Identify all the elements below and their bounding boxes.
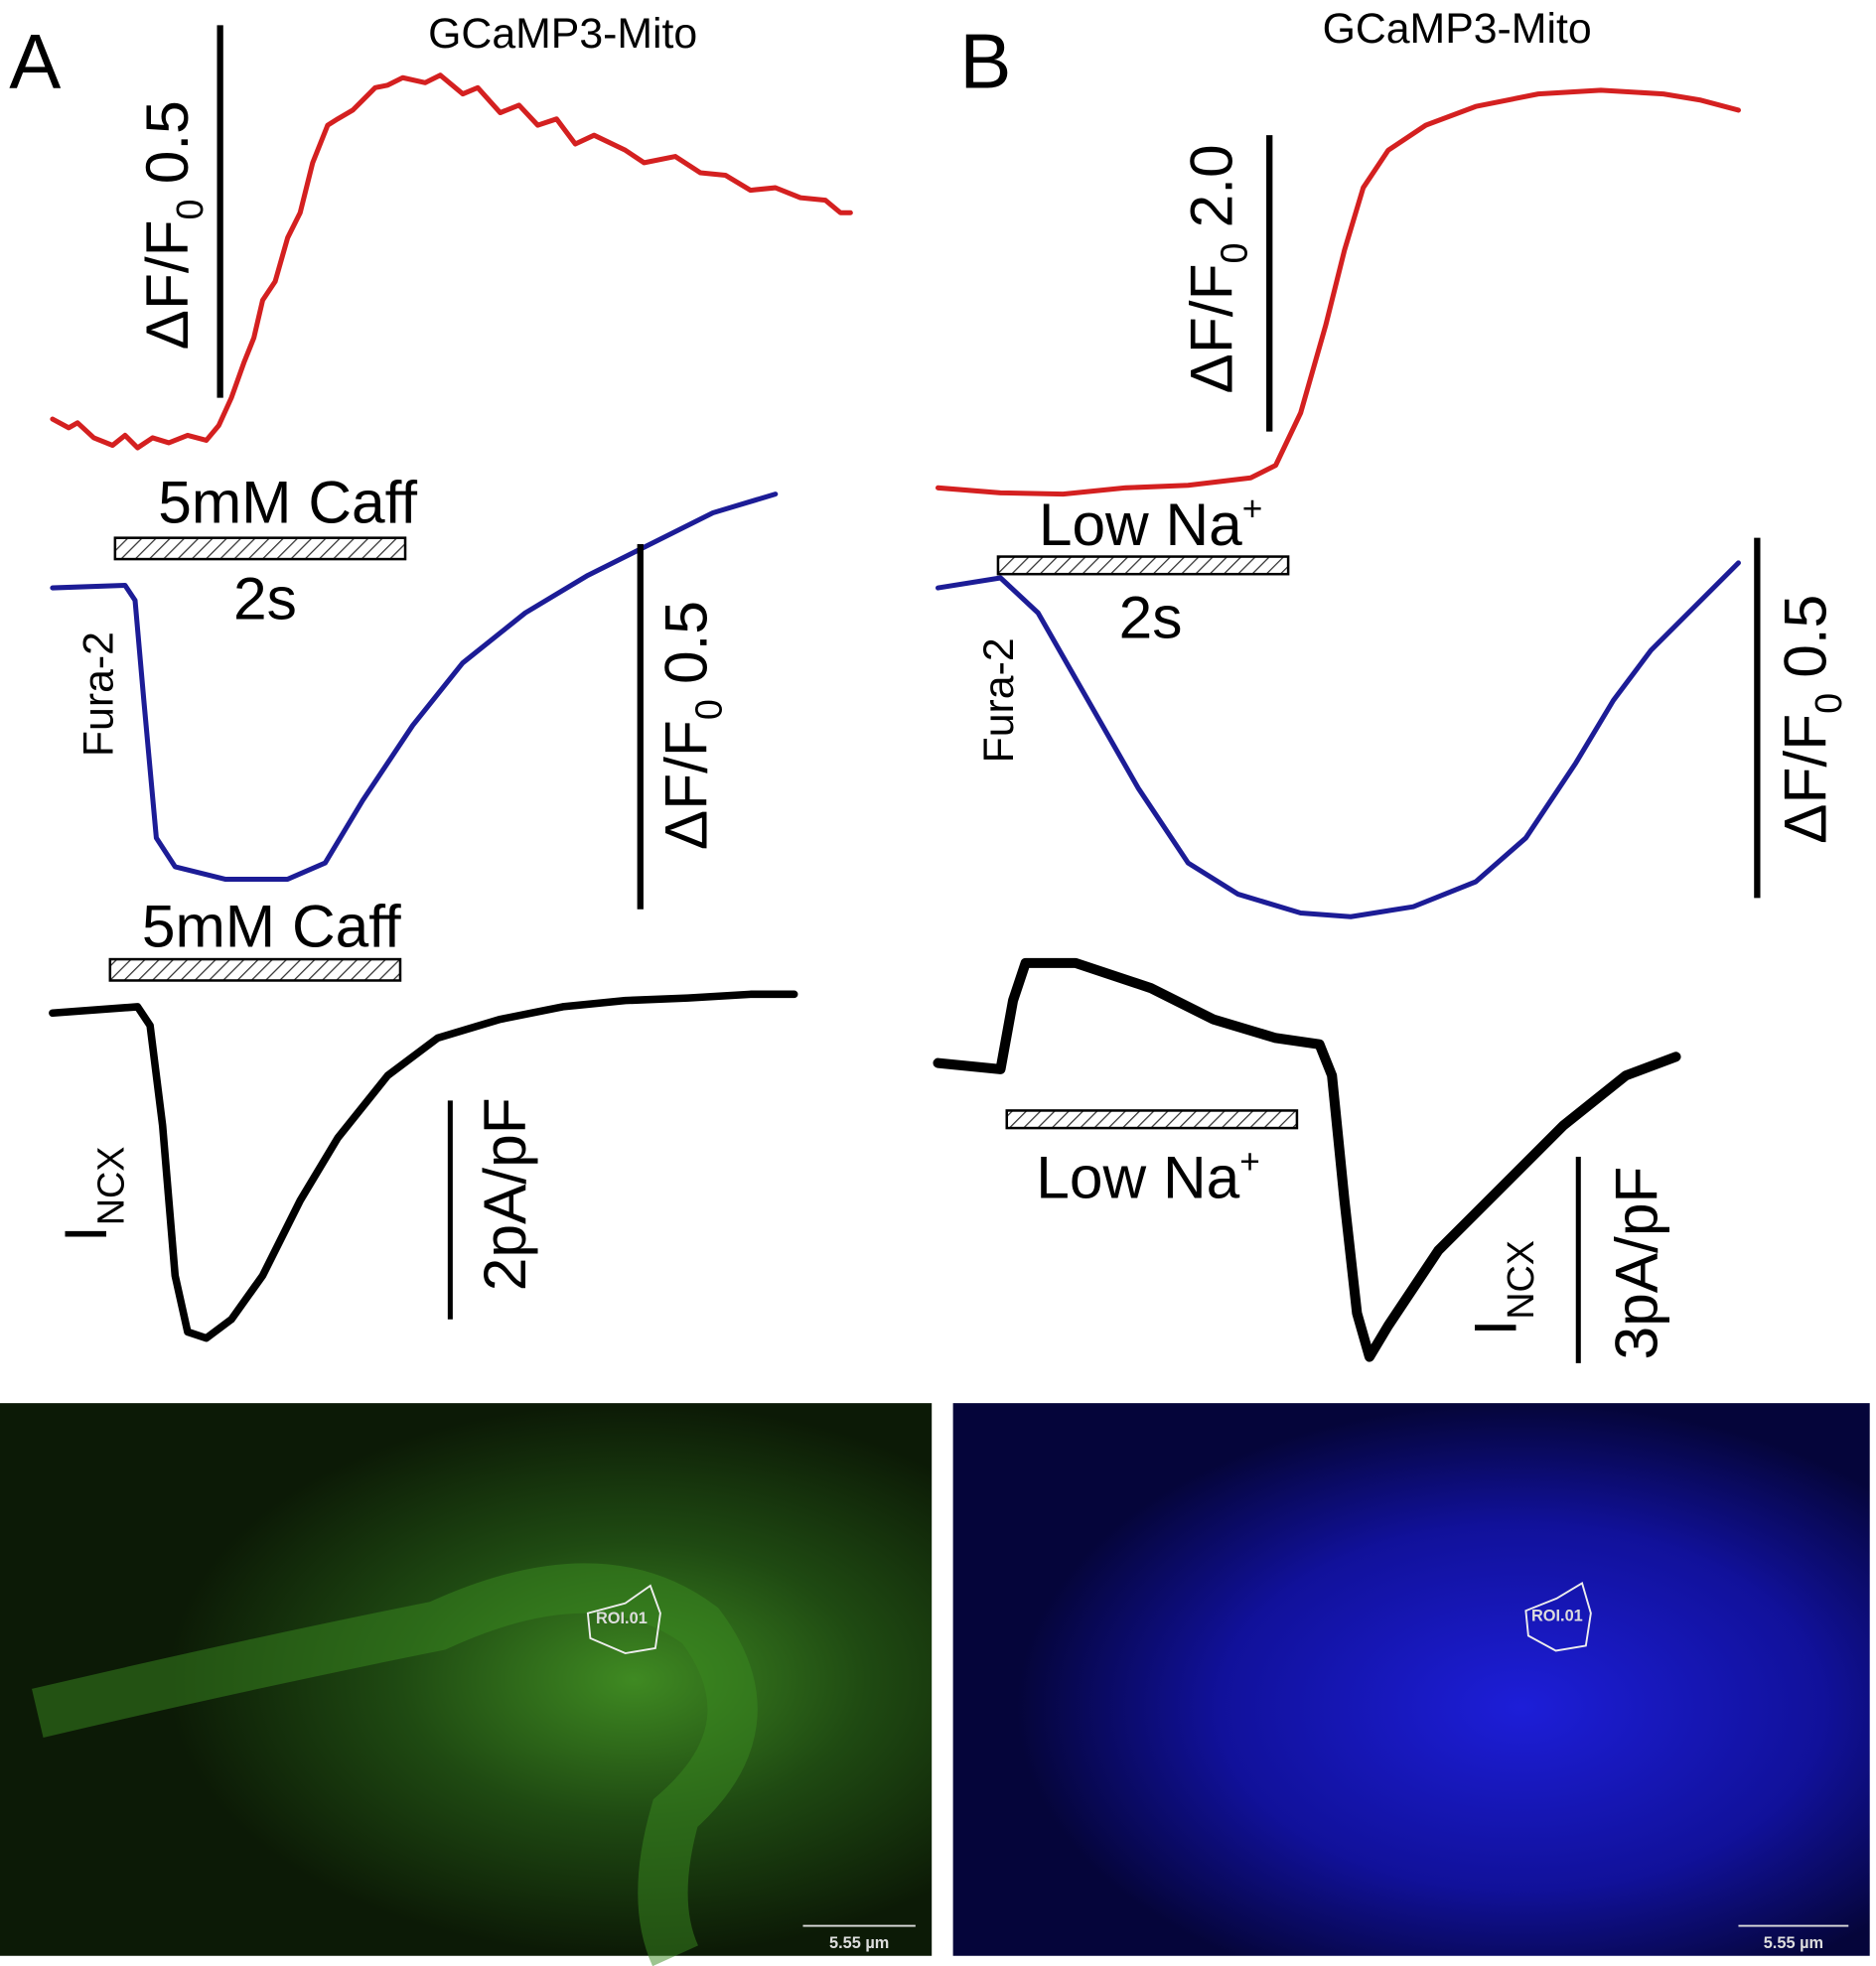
label-text: I: [1461, 1320, 1528, 1336]
roi-label: ROI.01: [596, 1610, 648, 1627]
scale-label: ΔF/F0 2.0: [1177, 144, 1255, 393]
fura-trace: [935, 560, 1741, 919]
label-sub: NCX: [1501, 1240, 1542, 1320]
trace-label: Fura-2: [975, 637, 1023, 763]
trace-label: Fura-2: [74, 632, 122, 757]
stimulus-label: 5mM Caff: [142, 892, 401, 959]
label-sub: NCX: [91, 1147, 133, 1226]
image-b: ROI.01 5.55 µm: [952, 1403, 1870, 1956]
time-scale: 2s: [233, 565, 297, 632]
fura-trace: [50, 492, 779, 882]
scale-sub: 0: [1808, 693, 1850, 714]
current-trace: [933, 957, 1681, 1362]
scale-label: ΔF/F0 0.5: [652, 601, 731, 850]
stimulus-label: Low Na+: [1039, 490, 1263, 558]
current-label: INCX: [1461, 1240, 1542, 1336]
stimulus-bar: [996, 555, 1290, 576]
trace-title: GCaMP3-Mito: [1323, 5, 1592, 53]
time-scale: 2s: [1119, 583, 1183, 650]
label-text: Low Na: [1036, 1144, 1239, 1211]
stimulus-bar: [1005, 1109, 1299, 1130]
current-trace: [49, 990, 798, 1342]
scale-label: ΔF/F0 0.5: [133, 100, 212, 350]
trace-title: GCaMP3-Mito: [428, 10, 697, 58]
roi-label: ROI.01: [1531, 1607, 1583, 1624]
roi-outline: [586, 1584, 661, 1654]
roi-outline: [1524, 1582, 1592, 1652]
scale-text: ΔF/F: [1177, 264, 1244, 394]
scale-value: 0.5: [652, 601, 720, 684]
scale-value: 0.5: [1772, 595, 1839, 678]
scale-text: ΔF/F: [133, 219, 201, 350]
scale-label: ΔF/F0 0.5: [1772, 595, 1850, 844]
scale-label: 2pA/pF: [471, 1097, 538, 1291]
scale-value: 0.5: [133, 100, 201, 184]
scale-label: 3pA/pF: [1603, 1167, 1670, 1360]
stimulus-bar: [108, 957, 402, 982]
scale-bar-label: 5.55 µm: [1764, 1934, 1823, 1952]
cell-structure: [32, 1563, 758, 1966]
panel-label: B: [959, 17, 1011, 104]
stimulus-label: 5mM Caff: [158, 469, 417, 536]
label-sup: +: [1242, 490, 1263, 528]
scale-sub: 0: [689, 699, 731, 720]
stimulus-bar: [113, 536, 407, 561]
panel-label: A: [9, 17, 61, 104]
mito-trace: [935, 87, 1741, 497]
scale-text: ΔF/F: [1772, 714, 1839, 844]
stimulus-label: Low Na+: [1036, 1142, 1260, 1210]
scale-value: 2.0: [1177, 144, 1244, 227]
image-a: ROI.01 5.55 µm: [0, 1403, 933, 1966]
label-text: Low Na: [1039, 491, 1242, 558]
current-label: INCX: [52, 1147, 133, 1243]
scale-sub: 0: [170, 199, 212, 219]
scale-bar-label: 5.55 µm: [829, 1934, 889, 1952]
scale-sub: 0: [1215, 242, 1256, 263]
mito-trace: [50, 72, 853, 451]
micrograph: [952, 1403, 1870, 1956]
scale-text: ΔF/F: [652, 720, 720, 850]
label-text: I: [52, 1225, 119, 1242]
label-sup: +: [1239, 1142, 1260, 1181]
